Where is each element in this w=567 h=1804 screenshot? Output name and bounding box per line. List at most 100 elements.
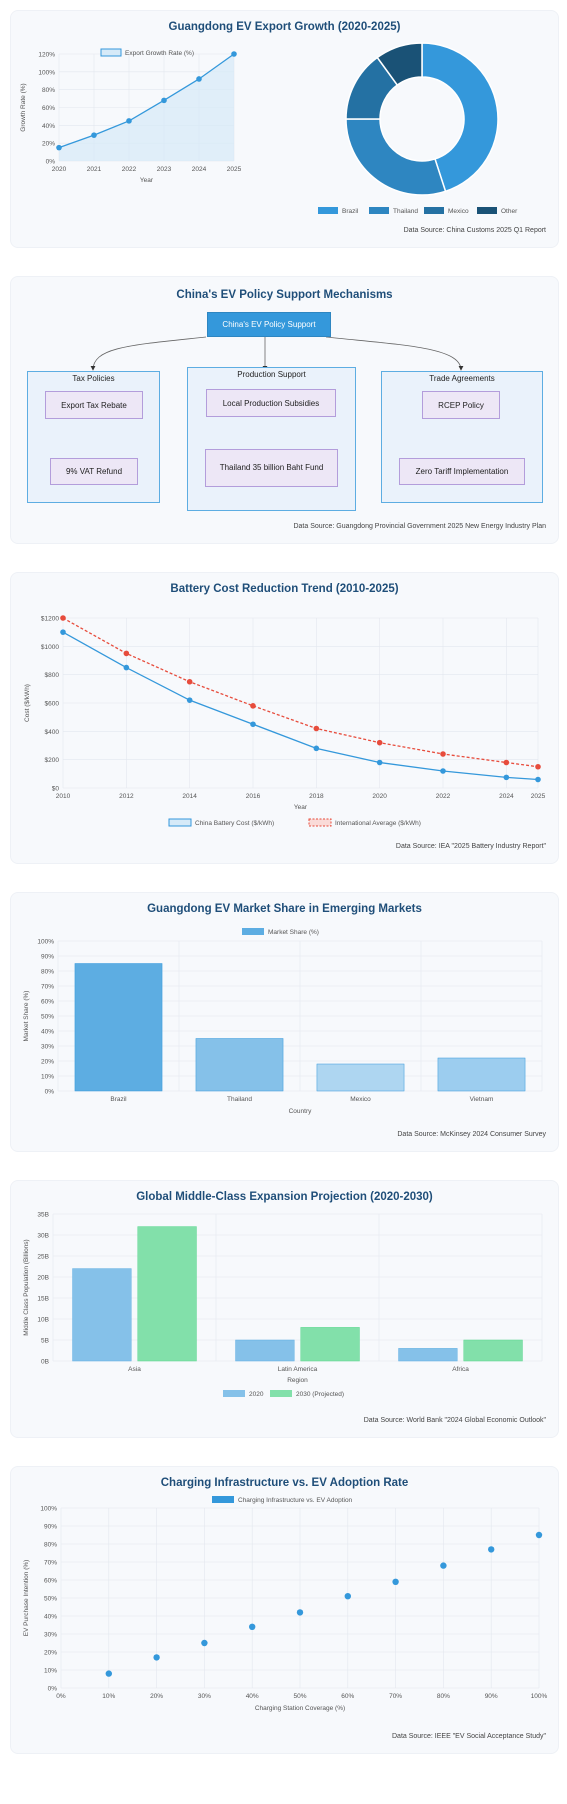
bar xyxy=(137,1226,197,1362)
data-point xyxy=(126,118,132,124)
x-tick-label: 2022 xyxy=(436,793,451,800)
data-point xyxy=(60,615,66,621)
x-tick-label: 2016 xyxy=(246,793,261,800)
legend-label: Other xyxy=(501,208,518,215)
legend-swatch xyxy=(369,207,389,214)
y-tick-label: $0 xyxy=(52,786,60,793)
charging-panel: Charging Infrastructure vs. EV Adoption … xyxy=(10,1466,559,1754)
x-tick-label: 2018 xyxy=(309,793,324,800)
policy-root-node: China's EV Policy Support xyxy=(207,312,331,337)
bar xyxy=(437,1057,526,1092)
data-source: Data Source: IEA "2025 Battery Industry … xyxy=(395,843,546,850)
x-tick-label: 50% xyxy=(293,1693,306,1700)
bar xyxy=(316,1063,405,1092)
data-source: Data Source: McKinsey 2024 Consumer Surv… xyxy=(397,1131,546,1138)
bar xyxy=(463,1339,523,1362)
y-tick-label: 0% xyxy=(48,1686,58,1693)
series-line xyxy=(58,53,235,149)
legend-swatch xyxy=(100,48,122,57)
y-tick-label: 15B xyxy=(37,1296,49,1303)
x-tick-label: 60% xyxy=(341,1693,354,1700)
y-axis-label: Growth Rate (%) xyxy=(20,83,27,131)
y-tick-label: 90% xyxy=(44,1524,57,1531)
y-tick-label: 10% xyxy=(41,1074,54,1081)
y-tick-label: 20B xyxy=(37,1275,49,1282)
data-point xyxy=(231,51,237,57)
legend-label: Brazil xyxy=(342,208,359,215)
series-line xyxy=(62,617,539,768)
y-tick-label: $200 xyxy=(45,757,60,764)
legend-swatch xyxy=(168,818,192,827)
legend-label: Market Share (%) xyxy=(268,929,319,936)
export-growth-chart: 0% 20% 40% 60% 80% 100% 120% 2020 2021 2022 2023 20… xyxy=(20,42,518,215)
legend-label: 2020 xyxy=(249,1391,264,1398)
y-tick-label: 70% xyxy=(41,984,54,991)
y-tick-label: $1000 xyxy=(41,644,59,651)
x-tick-label: 100% xyxy=(531,1693,548,1700)
data-point xyxy=(60,629,66,635)
donut-slice xyxy=(345,118,447,196)
data-point xyxy=(123,650,130,657)
battery-cost-panel: Battery Cost Reduction Trend (2010-2025)… xyxy=(10,572,559,864)
y-tick-label: 40% xyxy=(42,123,55,130)
data-point xyxy=(153,1654,160,1661)
y-tick-label: 0% xyxy=(45,1089,55,1096)
data-point xyxy=(123,664,130,671)
x-tick-label: 2014 xyxy=(182,793,197,800)
legend-label: Mexico xyxy=(448,208,469,215)
node-thailand-fund: Thailand 35 billion Baht Fund xyxy=(205,449,338,487)
y-tick-label: 100% xyxy=(38,69,55,76)
y-tick-label: 120% xyxy=(38,52,55,59)
data-point xyxy=(91,132,97,138)
legend-label: 2030 (Projected) xyxy=(296,1391,344,1398)
data-point xyxy=(56,144,62,151)
data-point xyxy=(535,1531,543,1539)
data-point xyxy=(313,745,320,752)
data-point xyxy=(440,768,446,774)
y-tick-label: 30B xyxy=(37,1233,49,1240)
x-tick-label: 2012 xyxy=(119,793,134,800)
data-point xyxy=(535,776,541,783)
legend-swatch xyxy=(308,818,332,827)
x-tick-label: 40% xyxy=(246,1693,259,1700)
legend-label: Charging Infrastructure vs. EV Adoption xyxy=(238,1497,353,1504)
x-tick-label: 2021 xyxy=(87,166,102,173)
x-tick-label: 0% xyxy=(56,1693,66,1700)
x-tick-label: 2025 xyxy=(227,166,242,173)
y-tick-label: 0B xyxy=(41,1359,49,1366)
y-tick-label: 60% xyxy=(41,999,54,1006)
data-point xyxy=(250,703,256,709)
bar xyxy=(195,1038,284,1092)
x-tick-label: 20% xyxy=(150,1693,163,1700)
chart-title: Guangdong EV Export Growth (2020-2025) xyxy=(168,21,401,33)
policy-panel: China's EV Policy Support Mechanisms Chi… xyxy=(10,276,559,544)
y-tick-label: $800 xyxy=(45,672,60,679)
y-axis-label: Cost ($/kWh) xyxy=(24,684,31,722)
y-tick-label: 70% xyxy=(44,1560,57,1567)
y-axis-label: EV Purchase Intention (%) xyxy=(23,1560,30,1637)
data-point xyxy=(313,725,320,732)
y-axis-label: Market Share (%) xyxy=(23,991,30,1042)
x-tick-label: Asia xyxy=(128,1366,141,1373)
y-tick-label: 100% xyxy=(40,1506,57,1513)
data-point xyxy=(440,1562,447,1569)
y-tick-label: 5B xyxy=(41,1338,49,1345)
legend-swatch xyxy=(477,207,497,214)
data-point xyxy=(296,1609,304,1616)
y-tick-label: 10% xyxy=(44,1668,57,1675)
x-tick-label: 90% xyxy=(485,1693,498,1700)
y-tick-label: 20% xyxy=(42,141,55,148)
y-tick-label: 30% xyxy=(44,1632,57,1639)
y-tick-label: 35B xyxy=(37,1212,49,1219)
y-tick-label: 50% xyxy=(44,1596,57,1603)
data-point xyxy=(186,697,193,703)
data-point xyxy=(440,751,446,757)
y-tick-label: 80% xyxy=(44,1542,57,1549)
data-source: Data Source: China Customs 2025 Q1 Repor… xyxy=(403,227,546,234)
data-source: Data Source: World Bank "2024 Global Eco… xyxy=(363,1417,546,1424)
y-tick-label: 40% xyxy=(44,1614,57,1621)
data-point xyxy=(392,1578,399,1585)
x-tick-label: Africa xyxy=(452,1366,469,1373)
x-tick-label: Vietnam xyxy=(470,1096,494,1103)
data-point xyxy=(105,1670,113,1677)
